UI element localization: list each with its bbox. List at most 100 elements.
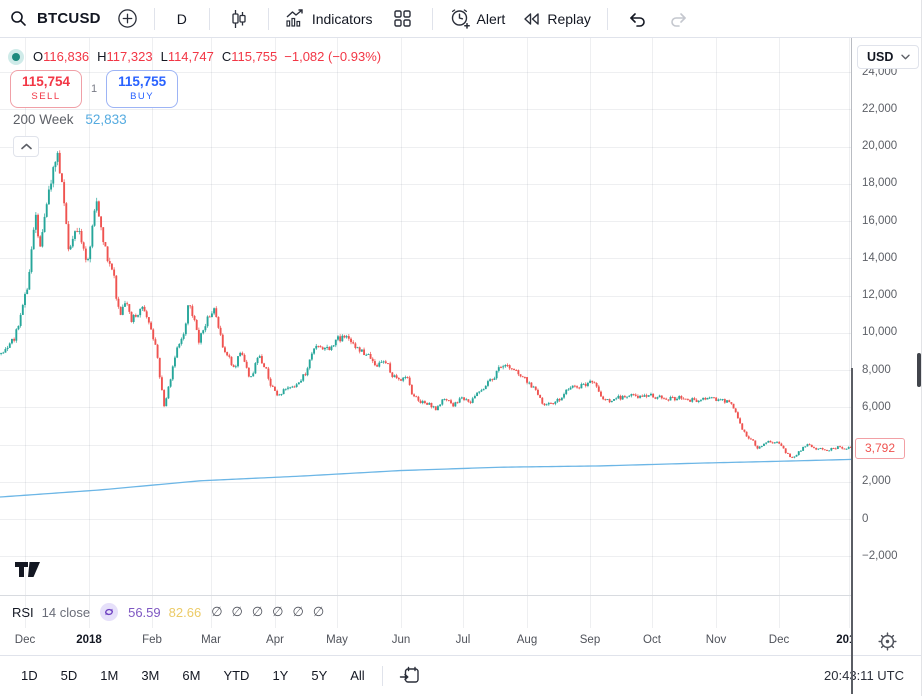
currency-dropdown[interactable]: USD: [857, 45, 920, 69]
time-axis-tick: Sep: [579, 634, 601, 646]
time-axis-tick: 2019: [836, 634, 852, 646]
ma-name: 200 Week: [13, 112, 74, 127]
undo-button[interactable]: [618, 7, 656, 31]
buy-button[interactable]: 115,755 BUY: [106, 70, 179, 108]
candlestick-chart-canvas[interactable]: [0, 38, 852, 628]
toolbar-separator: [431, 7, 433, 30]
price-axis-label: 2,000: [862, 475, 891, 488]
price-axis-label: 16,000: [862, 214, 898, 227]
range-button-1d[interactable]: 1D: [14, 664, 45, 687]
range-button-1y[interactable]: 1Y: [265, 664, 295, 687]
chart-type-button[interactable]: [220, 5, 258, 33]
time-axis-tick: Apr: [266, 634, 284, 646]
price-axis-label: 18,000: [862, 177, 898, 190]
interval-button[interactable]: D: [165, 7, 199, 31]
time-axis-corner: [852, 628, 921, 655]
time-axis-tick: Feb: [142, 634, 162, 646]
replay-button[interactable]: Replay: [515, 6, 597, 32]
rsi-value: 56.59: [128, 604, 161, 620]
currency-label: USD: [867, 50, 894, 64]
range-button-5d[interactable]: 5D: [54, 664, 85, 687]
axis-divider-dark: [851, 368, 853, 694]
toolbar-separator: [153, 7, 155, 30]
rsi-upper-band-value: 82.66: [168, 604, 202, 620]
price-axis[interactable]: USD 24,000 22,000 20,000 18,000 16,000 14,000…: [851, 38, 921, 628]
bottom-toolbar: 1D 5D 1M 3M 6M YTD 1Y 5Y All 20:43:11 UTC: [0, 656, 921, 695]
chevron-up-icon: [20, 143, 32, 150]
top-toolbar: BTCUSD D Indicators: [0, 0, 921, 38]
rsi-empty-glyph: ∅: [251, 604, 264, 619]
search-icon: [10, 10, 27, 27]
scrollbar-thumb[interactable]: [917, 353, 921, 387]
rsi-legend: RSI 14 close 56.59 82.66 ∅ ∅ ∅ ∅ ∅ ∅: [0, 595, 921, 628]
price-axis-label: 10,000: [862, 326, 898, 339]
indicators-icon: [285, 9, 306, 28]
time-axis-tick: 2018: [76, 634, 102, 646]
rsi-name: RSI: [12, 604, 34, 620]
tradingview-logo[interactable]: [14, 560, 41, 584]
time-axis-tick: Jul: [455, 634, 471, 646]
toolbar-separator: [208, 7, 210, 30]
range-button-6m[interactable]: 6M: [175, 664, 207, 687]
candlestick-style-icon: [230, 9, 248, 29]
alert-clock-icon: [449, 8, 471, 29]
range-button-3m[interactable]: 3M: [134, 664, 166, 687]
time-axis-tick: Dec: [768, 634, 790, 646]
symbol-button[interactable]: BTCUSD: [31, 6, 107, 31]
replay-label: Replay: [547, 10, 591, 27]
rsi-loading-icon: [100, 603, 119, 621]
ma-legend: 200 Week 52,833: [13, 112, 127, 127]
goto-date-button[interactable]: [393, 663, 426, 688]
alert-button[interactable]: Alert: [443, 4, 512, 33]
sell-price: 115,754: [21, 74, 71, 89]
time-axis-tick: Nov: [705, 634, 727, 646]
buy-price: 115,755: [118, 74, 167, 89]
price-axis-label: 14,000: [862, 251, 898, 264]
price-axis-label: 6,000: [862, 400, 891, 413]
price-axis-label: 20,000: [862, 140, 898, 152]
compare-add-button[interactable]: [111, 4, 144, 33]
toolbar-separator: [267, 7, 269, 30]
undo-icon: [627, 11, 647, 27]
time-axis-tick: Jun: [391, 634, 411, 646]
date-range-buttons: 1D 5D 1M 3M 6M YTD 1Y 5Y All: [14, 664, 372, 687]
replay-rewind-icon: [521, 10, 541, 28]
plus-circle-icon: [117, 8, 138, 29]
time-axis-ticks[interactable]: Dec 2018 Feb Mar Apr May Jun Jul Aug Sep Oct Nov Dec…: [0, 628, 852, 655]
price-axis-label: 8,000: [862, 363, 891, 376]
last-price-label: 3,792: [855, 438, 906, 460]
time-axis-tick: Aug: [516, 634, 538, 646]
market-status-dot: [12, 52, 20, 61]
chart-pane[interactable]: O116,836 H117,323 L114,747 C115,755 −1,082 …: [0, 38, 921, 694]
chevron-down-icon: [901, 54, 911, 60]
time-axis-tick: Dec: [14, 634, 36, 646]
legend-collapse-button[interactable]: [13, 136, 39, 157]
toolbar-separator: [381, 665, 383, 686]
price-axis-label: −2,000: [862, 549, 898, 562]
ohlc-legend: O116,836 H117,323 L114,747 C115,755 −1,082 …: [12, 49, 381, 64]
range-button-5y[interactable]: 5Y: [304, 664, 334, 687]
axis-settings-gear-icon[interactable]: [877, 632, 897, 651]
ohlc-change: −1,082 (−0.93%): [284, 49, 382, 64]
layout-templates-button[interactable]: [383, 5, 422, 32]
price-axis-label: 22,000: [862, 102, 898, 115]
range-button-all[interactable]: All: [343, 664, 371, 687]
rsi-empty-values: ∅ ∅ ∅ ∅ ∅ ∅: [211, 604, 324, 620]
ohlc-item: H117,323: [97, 49, 153, 64]
time-axis-tick: Mar: [201, 634, 221, 646]
redo-icon: [669, 11, 689, 27]
time-axis-tick: Oct: [643, 634, 661, 646]
rsi-params: 14 close: [41, 604, 91, 620]
indicators-button[interactable]: Indicators: [279, 5, 379, 32]
time-axis: Dec 2018 Feb Mar Apr May Jun Jul Aug Sep Oct Nov Dec…: [0, 628, 921, 656]
sell-button[interactable]: 115,754 SELL: [10, 70, 82, 108]
grid-layout-icon: [393, 9, 412, 28]
redo-button[interactable]: [660, 7, 698, 31]
rsi-empty-glyph: ∅: [292, 604, 304, 619]
clock-timezone-button[interactable]: 20:43:11 UTC: [824, 668, 904, 683]
indicators-label: Indicators: [311, 10, 373, 27]
range-button-ytd[interactable]: YTD: [216, 664, 256, 687]
symbol-label: BTCUSD: [37, 10, 101, 27]
range-button-1m[interactable]: 1M: [93, 664, 125, 687]
rsi-empty-glyph: ∅: [312, 604, 325, 619]
